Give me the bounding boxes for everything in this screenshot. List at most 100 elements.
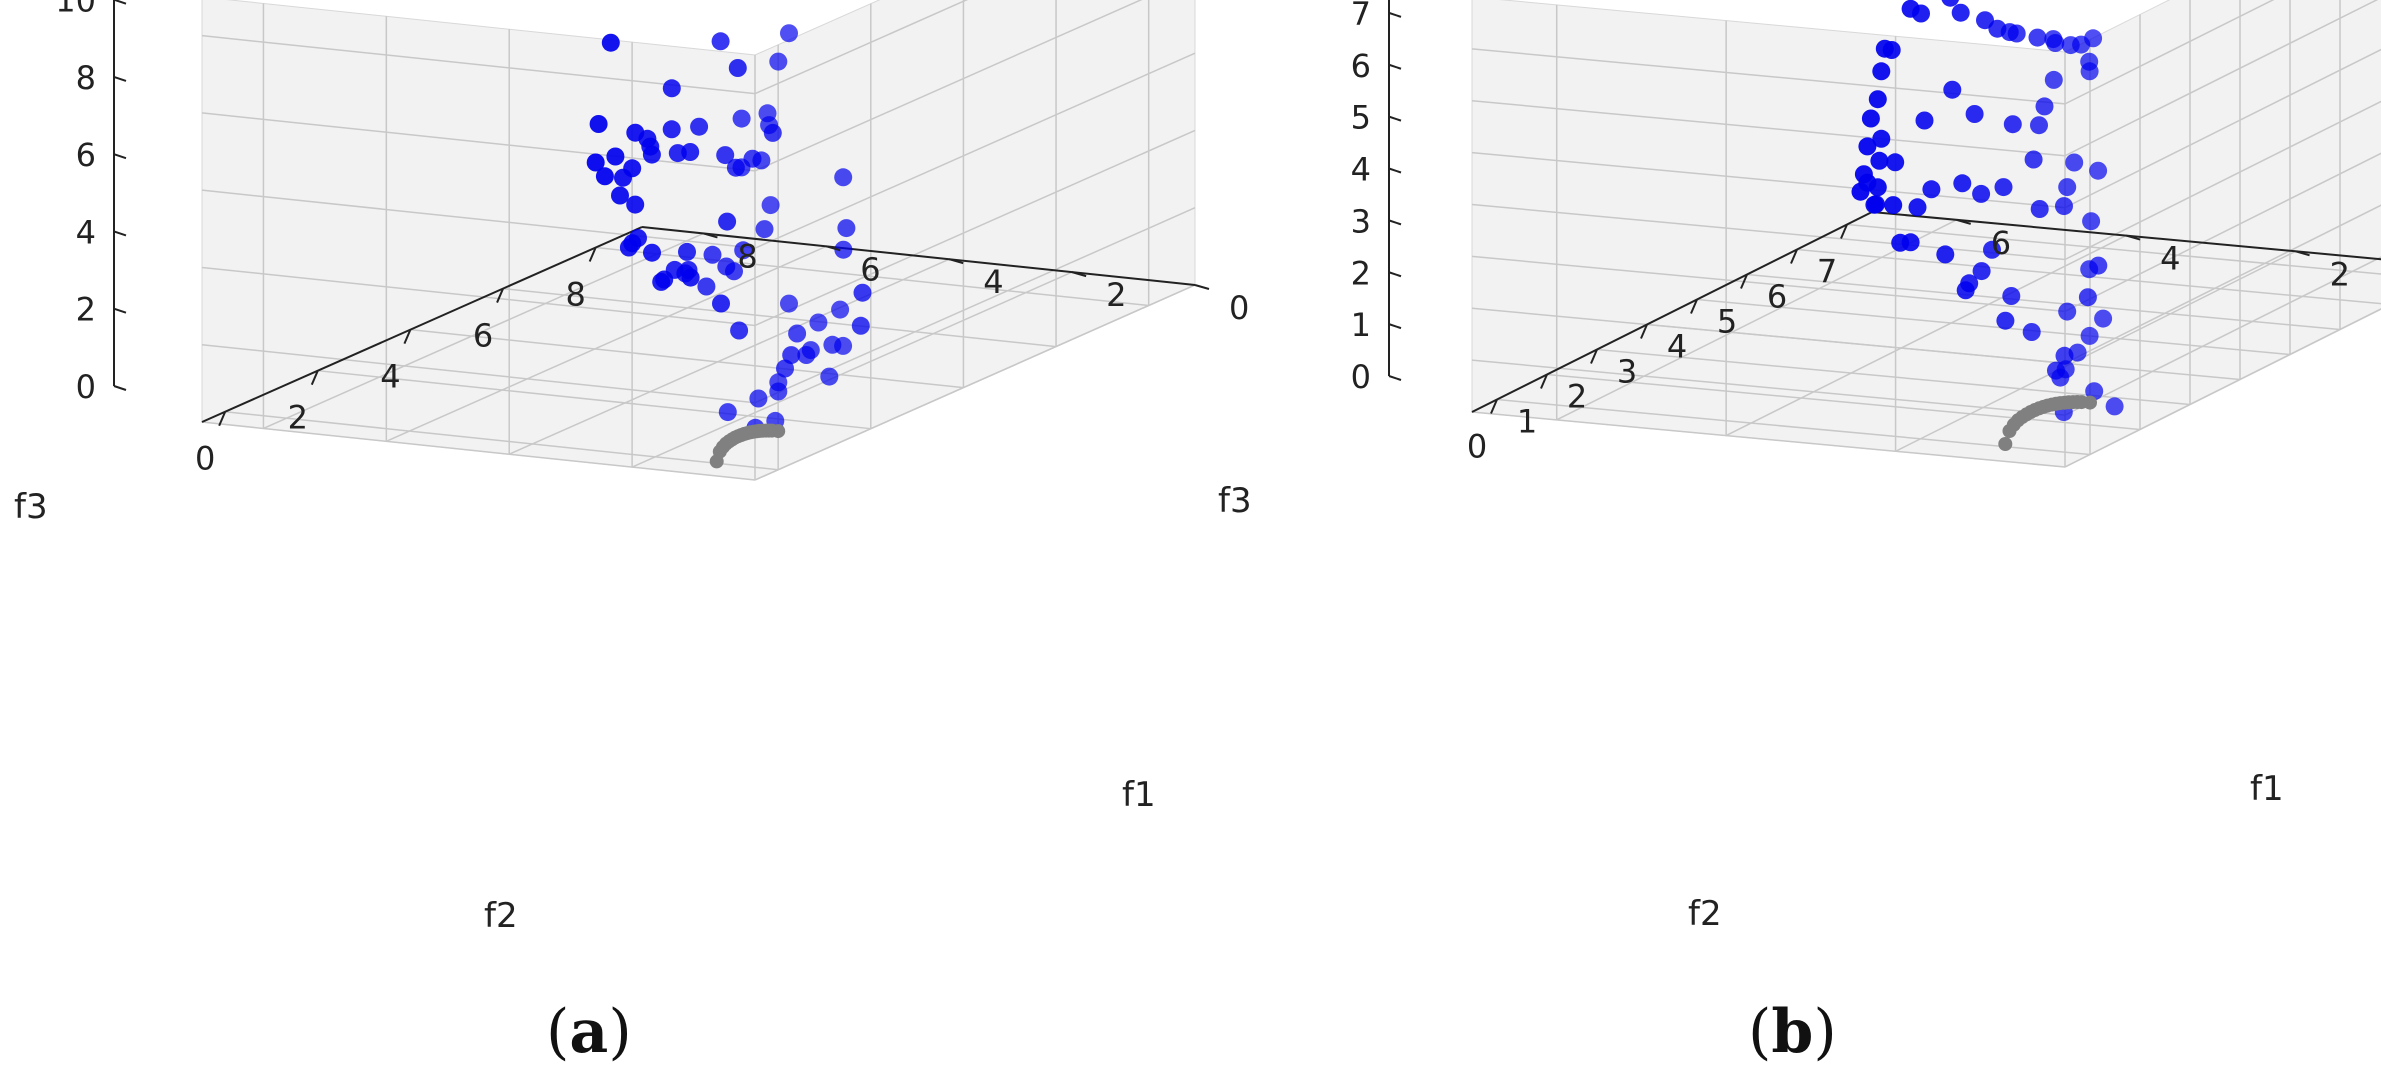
data-point	[2082, 212, 2101, 231]
data-point	[1983, 240, 2001, 259]
data-point	[1915, 111, 1934, 130]
data-point	[782, 346, 801, 365]
data-point	[718, 403, 737, 422]
data-point	[678, 242, 696, 261]
data-point	[831, 300, 850, 319]
data-point	[611, 186, 629, 205]
f3-tick-label: 0	[76, 368, 96, 406]
panel-a-points	[586, 24, 872, 469]
gridline	[201, 112, 756, 172]
gridline	[2064, 0, 2379, 157]
f3-tick-label: 10	[55, 0, 96, 20]
f3-tick-mark	[113, 307, 127, 314]
gridline	[1471, 411, 2066, 468]
data-point	[734, 241, 753, 260]
gridline	[754, 129, 1196, 327]
f1-tick-label: 2	[2330, 255, 2350, 293]
f3-tick-mark	[1388, 219, 1402, 226]
f3-tick-label: 8	[76, 59, 96, 97]
f2-tick-mark	[1740, 274, 1748, 289]
data-point	[2002, 287, 2021, 305]
data-point	[1870, 151, 1889, 170]
data-point	[2030, 116, 2048, 135]
data-point	[662, 79, 681, 98]
f1-tick-label: 6	[860, 250, 880, 288]
gridline	[754, 0, 969, 95]
data-point	[2058, 178, 2077, 197]
f2-axis-line	[1471, 211, 1873, 413]
pareto-front-point	[1998, 437, 2013, 451]
data-point	[1936, 245, 1955, 264]
data-point	[1872, 62, 1891, 81]
f3-tick-label: 4	[76, 214, 96, 252]
f1-tick-mark	[2125, 234, 2141, 241]
f3-tick-mark	[113, 230, 127, 237]
data-point	[1956, 281, 1975, 300]
data-point	[697, 277, 716, 296]
data-point	[2024, 150, 2043, 169]
gridline	[631, 271, 1073, 468]
data-point	[853, 283, 872, 302]
f2-tick-mark	[588, 247, 597, 262]
gridline	[1556, 219, 1958, 421]
gridline	[2064, 308, 2381, 468]
data-point	[758, 104, 777, 123]
gridline	[201, 421, 756, 481]
data-point	[2028, 28, 2047, 47]
f2-tick-mark	[496, 288, 504, 303]
data-point	[601, 33, 620, 52]
data-point	[801, 341, 820, 360]
panel-b-ticks: 01234567012345670246	[1351, 0, 2350, 466]
data-point	[2094, 309, 2113, 328]
gridline	[754, 52, 1196, 249]
data-point	[1953, 174, 1972, 193]
data-point	[1891, 233, 1910, 252]
gridline	[410, 328, 964, 389]
data-point	[2030, 200, 2049, 218]
gridline	[1471, 255, 2066, 313]
f2-tick-label: 8	[566, 276, 586, 314]
gridline	[1546, 373, 2141, 431]
f2-tick-mark	[310, 370, 319, 386]
gridline	[754, 0, 1143, 172]
f3-tick-mark	[113, 385, 127, 391]
data-point	[755, 220, 774, 239]
f3-tick-mark	[1388, 167, 1402, 174]
data-point	[2035, 97, 2054, 116]
data-point	[619, 238, 638, 257]
f2-tick-label: 3	[1617, 353, 1637, 391]
data-point	[589, 115, 608, 133]
data-point	[2000, 23, 2019, 42]
data-point	[1901, 0, 1920, 18]
panel-b-points	[1851, 0, 2124, 451]
data-point	[2055, 197, 2073, 216]
f2-tick-label: 6	[473, 317, 493, 355]
gridline	[201, 343, 756, 404]
f3-tick-label: 3	[1351, 202, 1371, 240]
f3-tick-mark	[1388, 271, 1402, 278]
f2-tick-label: 2	[288, 399, 308, 437]
data-point	[1922, 180, 1941, 199]
panel-a-f1-label: f1	[1122, 775, 1156, 815]
f1-tick-label: 6	[1991, 224, 2011, 262]
panel-b-f3-label: f3	[1218, 481, 1252, 521]
gridline	[1696, 298, 2291, 356]
gridline	[2064, 152, 2381, 313]
f3-tick-label: 5	[1351, 99, 1371, 137]
gridline	[1496, 398, 2091, 456]
data-point	[851, 316, 870, 335]
data-point	[1972, 262, 1991, 281]
f3-tick-label: 2	[1351, 254, 1371, 292]
data-point	[652, 272, 671, 291]
data-point	[788, 324, 807, 343]
f1-axis-line	[641, 226, 1196, 286]
panel-b-panes	[1470, 0, 2381, 468]
f2-tick-mark	[1590, 349, 1598, 364]
data-point	[2056, 360, 2075, 379]
panel-b-f1-label: f1	[2250, 769, 2284, 809]
gridline	[201, 34, 756, 95]
data-point	[1972, 184, 1991, 203]
data-point	[665, 260, 684, 279]
f3-tick-mark	[1388, 11, 1402, 18]
f1-tick-label: 4	[2160, 240, 2180, 278]
